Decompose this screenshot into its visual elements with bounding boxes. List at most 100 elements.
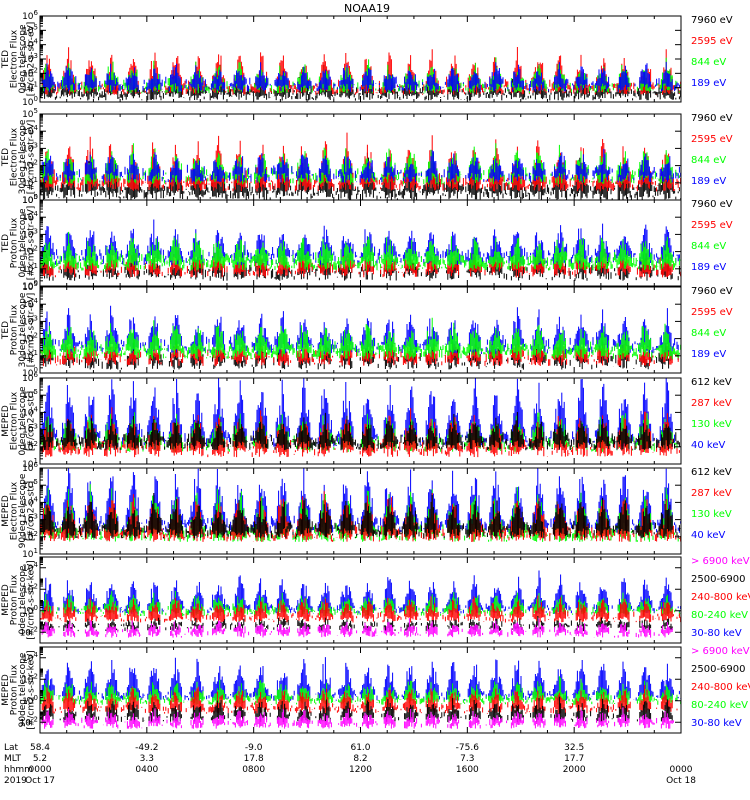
panel-2-traces [40,132,681,200]
x-axis-tick-mlt: 7.3 [460,754,474,764]
x-axis-row-label: MLT [4,754,22,764]
legend-entry: > 6900 keV [691,646,750,657]
legend-entry: 2500-6900 [691,664,746,675]
x-axis-tick-hhmm: 1600 [456,765,479,775]
legend-entry: 30-80 keV [691,718,742,729]
legend-entry: 844 eV [691,241,726,252]
x-axis-tick-hhmm: 0800 [242,765,265,775]
legend-entry: 2595 eV [691,220,733,231]
legend-entry: 2595 eV [691,134,733,145]
panel-6-legend: 612 keV 287 keV 130 keV 40 keV [691,467,732,541]
series-2500-6900-trace [40,696,673,723]
legend-entry: 2595 eV [691,36,733,47]
legend-entry: 130 keV [691,509,732,520]
series-189-ev-trace [41,305,679,354]
y-axis-label-line: 0deg telescope [18,565,28,635]
x-axis-row-label: hhmm [4,765,33,775]
y-axis-label-line: [#/cm2-s-str] [27,391,37,451]
legend-entry: 2595 eV [691,307,733,318]
x-axis-tick-lat: -49.2 [135,743,158,753]
legend-entry: 7960 eV [691,199,733,210]
y-axis-label-line: Electron Flux [10,391,20,450]
y-axis-label-line: TED [1,50,11,69]
x-axis-tick-lat: 61.0 [350,743,370,753]
legend-entry: 189 eV [691,262,726,273]
x-axis-tick-date: Oct 17 [25,776,55,786]
y-axis-label-line: MEPED [1,584,11,616]
x-axis-tick-lat: 32.5 [564,743,584,753]
y-tick-label: 105 [22,107,38,120]
x-axis-tick-mlt: 17.8 [244,754,264,764]
panel-4-legend: 7960 eV 2595 eV 844 eV 189 eV [691,286,733,360]
y-axis-label-line: 30deg telescope [18,292,28,367]
y-axis-label-line: Proton Flux [10,574,20,625]
x-axis-row-label: Lat [4,743,19,753]
legend-entry: 287 keV [691,488,732,499]
x-axis-tick-lat: -75.6 [456,743,480,753]
y-axis-label-line: 90deg telescope [18,652,28,727]
y-axis-label-line: 30deg telescope [18,119,28,194]
legend-entry: 189 eV [691,78,726,89]
y-axis-label-line: 90deg telescope [18,473,28,548]
x-axis-tick-mlt: 17.7 [564,754,584,764]
panel-3-legend: 7960 eV 2595 eV 844 eV 189 eV [691,199,733,273]
panel-3-traces [40,219,681,281]
legend-entry: 844 eV [691,57,726,68]
legend-entry: 189 eV [691,176,726,187]
series-612-kev-trace [40,493,681,539]
legend-entry: 30-80 keV [691,628,742,639]
y-axis-label-line: [#/cm2-s-str-eV] [27,206,37,281]
legend-entry: 189 eV [691,349,726,360]
legend-entry: 844 eV [691,328,726,339]
y-axis-label-line: MEPED [1,405,11,437]
x-axis-tick-mlt: 8.2 [353,754,367,764]
panel-1-legend: 7960 eV 2595 eV 844 eV 189 eV [691,15,733,89]
y-axis-label-line: [#/cm2-s-str-keV] [27,650,37,729]
panel-8-traces [40,657,681,729]
panel-7-legend: > 6900 keV 2500-6900 240-800 keV 80-240 keV… [691,556,750,639]
panel-7-traces [40,570,681,638]
y-axis-label-line: [#/cm2-s-str-eV] [27,120,37,195]
legend-entry: 2500-6900 [691,574,746,585]
y-axis-label-line: Electron Flux [10,29,20,88]
panel-8-legend: > 6900 keV 2500-6900 240-800 keV 80-240 keV… [691,646,750,729]
legend-entry: 80-240 keV [691,610,748,621]
y-axis-label-line: [#/cm2-s-str] [27,481,37,541]
legend-entry: 40 keV [691,440,725,451]
series--6900-kev-trace [41,618,673,638]
x-axis-tick-date: Oct 18 [666,776,696,786]
panel-5-legend: 612 keV 287 keV 130 keV 40 keV [691,377,732,451]
x-axis-tick-hhmm: 0400 [135,765,158,775]
legend-entry: 7960 eV [691,286,733,297]
y-axis-label-line: 0deg telescope [18,386,28,456]
y-axis-label-line: MEPED [1,495,11,527]
legend-entry: 612 keV [691,377,732,388]
y-tick-label: 106 [22,9,38,22]
x-axis-tick-hhmm: 1200 [349,765,372,775]
legend-entry: 40 keV [691,530,725,541]
legend-entry: 7960 eV [691,15,733,26]
x-axis-tick-lat: -9.0 [245,743,263,753]
y-axis-label-line: Proton Flux [10,664,20,715]
panel-1-traces [40,47,681,101]
series-612-kev-trace [40,412,681,451]
y-axis-label-line: TED [1,234,11,253]
y-axis-label-line: [#/cm2-s-str-eV] [27,293,37,368]
y-axis-label-line: Proton Flux [10,217,20,268]
y-axis-label-line: Electron Flux [10,481,20,540]
x-axis-row-label: 2019 [4,776,27,786]
legend-entry: 287 keV [691,398,732,409]
legend-entry: 612 keV [691,467,732,478]
